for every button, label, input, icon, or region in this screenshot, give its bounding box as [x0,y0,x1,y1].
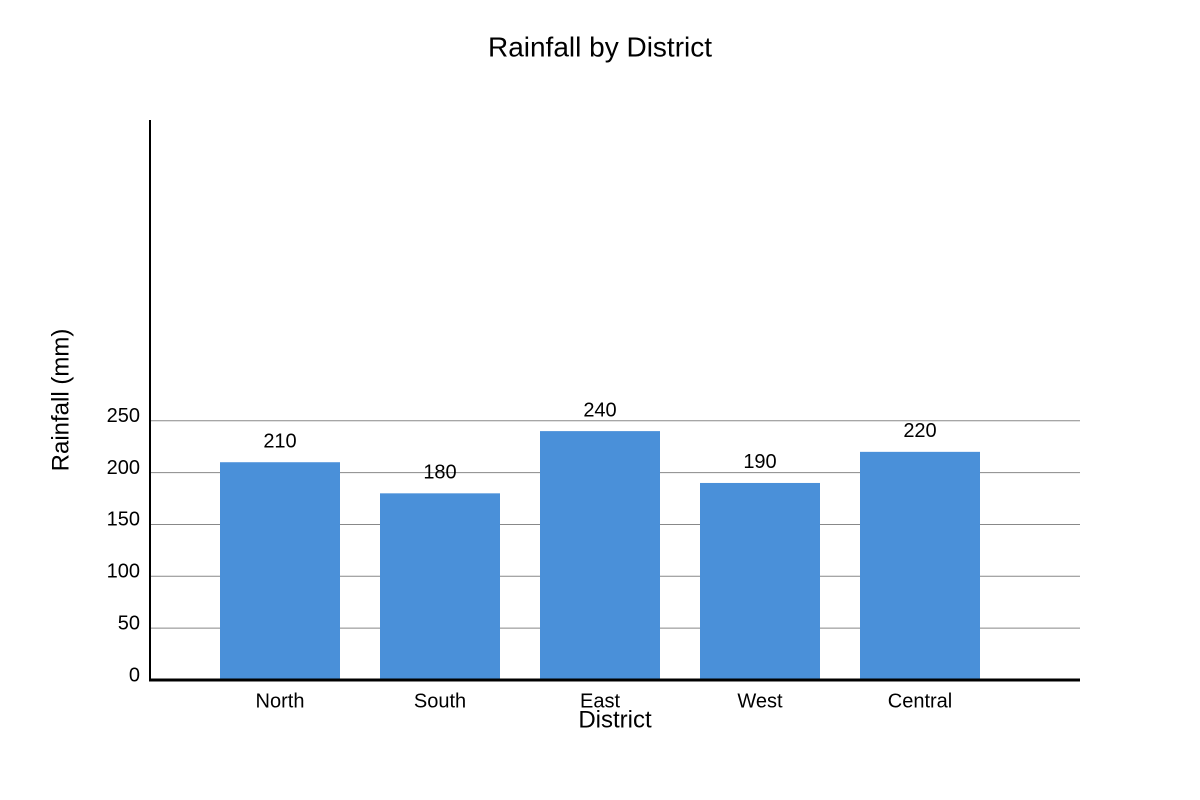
y-tick-label: 0 [129,664,140,686]
y-axis-label: Rainfall (mm) [47,329,74,472]
y-tick-label: 150 [107,509,140,531]
x-tick-label: South [414,690,466,712]
x-tick-label: North [256,690,305,712]
bar [540,431,660,680]
value-label: 220 [903,420,936,442]
bar [700,482,820,680]
x-tick-label: East [580,690,620,712]
x-tick-label: West [737,690,783,712]
bar [220,462,340,680]
bar [860,451,980,680]
y-tick-label: 50 [118,612,140,634]
value-label: 210 [263,431,296,453]
x-tick-label: Central [888,690,952,712]
y-tick-label: 100 [107,561,140,583]
value-label: 190 [743,451,776,473]
bar [380,493,500,680]
value-label: 180 [423,462,456,484]
chart-title: Rainfall by District [488,31,712,62]
x-axis-label: District [578,706,652,733]
value-label: 240 [583,399,616,421]
y-tick-label: 250 [107,405,140,427]
y-tick-label: 200 [107,457,140,479]
